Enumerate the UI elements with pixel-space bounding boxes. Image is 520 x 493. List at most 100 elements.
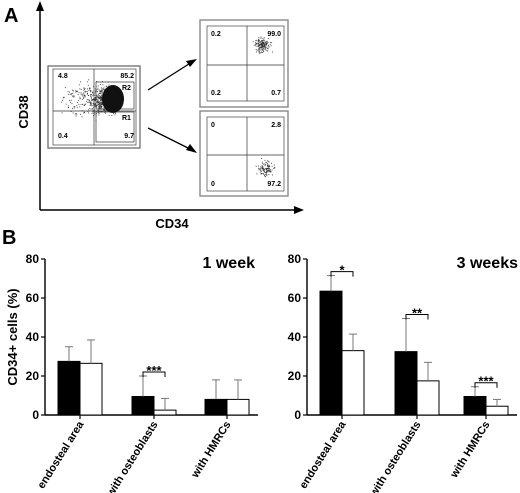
scatter-dot [269, 169, 271, 170]
scatter-dot [258, 38, 260, 40]
scatter-dot [98, 100, 100, 102]
scatter-dot [263, 37, 265, 39]
scatter-dot [83, 87, 85, 89]
scatter-dot [90, 104, 92, 106]
bar-black [204, 398, 228, 416]
scatter-dot [269, 171, 271, 173]
category-label: with osteoblasts [367, 419, 423, 493]
scatter-dot [265, 49, 267, 51]
scatter-dot [266, 43, 268, 45]
scatter-dot [258, 48, 260, 50]
scatter-dot [92, 102, 94, 104]
bar-white [79, 362, 103, 416]
scatter-dot [258, 45, 259, 47]
scatter-dot [267, 168, 269, 169]
scatter-dot [255, 42, 257, 44]
scatter-dot [255, 45, 257, 47]
scatter-dot [96, 104, 98, 106]
scatter-dot [71, 93, 73, 94]
scatter-dot [267, 48, 269, 50]
scatter-dot [95, 86, 97, 88]
scatter-dot [261, 161, 263, 163]
scatter-dot [69, 91, 70, 93]
scatter-dot [259, 52, 261, 54]
main-q-br: 9.7 [124, 133, 134, 140]
scatter-dot [263, 42, 265, 43]
scatter-dot [260, 41, 262, 43]
scatter-dot [93, 92, 95, 94]
scatter-dot [260, 44, 262, 46]
scatter-dot [88, 95, 89, 96]
scatter-dot [266, 50, 268, 52]
scatter-dot [96, 101, 97, 103]
scatter-dot [115, 112, 117, 114]
scatter-dot [85, 103, 87, 105]
scatter-dot [95, 90, 97, 92]
scatter-dot [96, 95, 98, 96]
scatter-dot [258, 40, 260, 41]
scatter-dot [93, 98, 95, 99]
scatter-dot [84, 91, 86, 93]
scatter-dot [263, 169, 265, 171]
scatter-dot [258, 50, 260, 52]
upper-q-tl: 0.2 [211, 31, 221, 38]
scatter-dot [96, 101, 98, 103]
scatter-dot [97, 100, 99, 102]
scatter-dot [260, 36, 262, 38]
scatter-dot [266, 170, 268, 172]
scatter-dot [84, 95, 86, 96]
scatter-dot [264, 46, 265, 47]
significance-bracket [474, 382, 498, 388]
scatter-dot [97, 103, 99, 105]
y-tick-label: 20 [26, 369, 40, 383]
scatter-dot [67, 107, 69, 108]
scatter-dot [256, 49, 258, 51]
scatter-dot [100, 90, 102, 91]
scatter-dot [263, 170, 264, 172]
upper-q-tr: 99.0 [267, 31, 281, 38]
scatter-dot [103, 88, 105, 90]
y-tick-label: 0 [32, 408, 39, 422]
scatter-dot [105, 110, 106, 112]
scatter-dot [268, 167, 270, 168]
scatter-dot [268, 166, 269, 168]
scatter-dot [80, 93, 82, 95]
scatter-dot [82, 95, 84, 97]
scatter-dot [264, 159, 266, 161]
cd38-axis-label: CD38 [16, 95, 31, 128]
bar-white [416, 380, 440, 416]
scatter-dot [95, 119, 97, 121]
scatter-dot [85, 91, 87, 93]
scatter-dot [84, 111, 85, 113]
scatter-dot [266, 42, 267, 44]
scatter-dot [100, 97, 101, 98]
scatter-dot [98, 98, 100, 100]
scatter-dot [264, 175, 265, 177]
scatter-dot [265, 42, 267, 44]
gate-r1-label: R1 [122, 115, 131, 122]
x-axis-arrowhead [294, 206, 304, 214]
panel-b-y-axis-label: CD34+ cells (%) [5, 288, 20, 385]
scatter-dot [101, 102, 103, 104]
category-label: with HMRCs [189, 419, 234, 481]
scatter-dot [95, 111, 97, 112]
scatter-dot [95, 98, 96, 100]
scatter-dot [114, 114, 116, 116]
scatter-dot [70, 99, 72, 101]
scatter-dot [255, 40, 257, 42]
scatter-dot [108, 84, 110, 86]
scatter-dot [262, 50, 264, 52]
upper-q-bl: 0.2 [211, 90, 221, 97]
scatter-dot [91, 96, 92, 98]
scatter-dot [260, 45, 262, 47]
scatter-dot [61, 101, 63, 103]
scatter-dot [76, 102, 78, 103]
scatter-dot [95, 92, 97, 94]
scatter-dot [91, 112, 93, 114]
scatter-dot [263, 39, 265, 41]
scatter-dot [94, 109, 96, 111]
scatter-dot [69, 93, 71, 95]
scatter-dot [67, 105, 69, 107]
scatter-dot [265, 41, 267, 43]
scatter-dot [81, 94, 83, 96]
